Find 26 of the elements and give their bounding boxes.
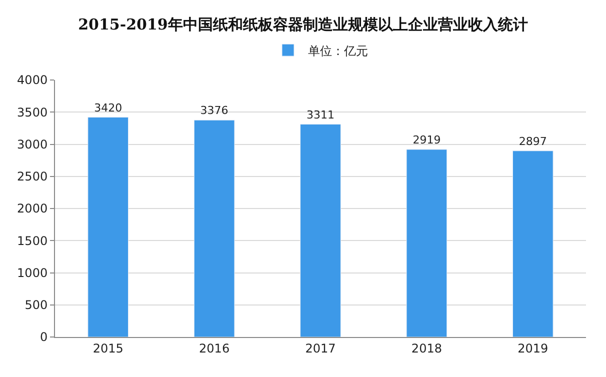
bar xyxy=(406,149,448,337)
y-tick-label: 3500 xyxy=(17,105,48,120)
data-label: 2919 xyxy=(412,133,441,146)
legend-label: 单位：亿元 xyxy=(308,44,368,58)
bar xyxy=(300,124,341,337)
data-label: 2897 xyxy=(518,134,547,148)
x-tick-label: 2016 xyxy=(199,341,230,356)
y-tick-label: 3000 xyxy=(17,137,48,152)
y-tick-label: 2000 xyxy=(17,202,48,216)
y-tick-label: 0 xyxy=(40,330,48,344)
x-tick-label: 2015 xyxy=(92,341,124,356)
chart-title: 2015-2019年中国纸和纸板容器制造业规模以上企业营业收入统计 xyxy=(78,15,528,34)
y-tick-label: 500 xyxy=(24,298,48,312)
y-tick-label: 2500 xyxy=(17,170,48,184)
bar xyxy=(194,120,235,337)
data-label: 3311 xyxy=(306,108,334,122)
bar xyxy=(88,117,129,337)
y-tick-label: 1500 xyxy=(17,234,48,248)
x-tick-label: 2018 xyxy=(411,341,442,356)
x-tick-label: 2017 xyxy=(305,341,336,356)
bar xyxy=(512,150,554,337)
y-tick-label: 4000 xyxy=(17,73,48,88)
data-label: 3376 xyxy=(200,104,228,118)
y-tick-label: 1000 xyxy=(17,266,48,280)
data-label: 3420 xyxy=(94,101,122,114)
x-tick-label: 2019 xyxy=(518,341,548,356)
